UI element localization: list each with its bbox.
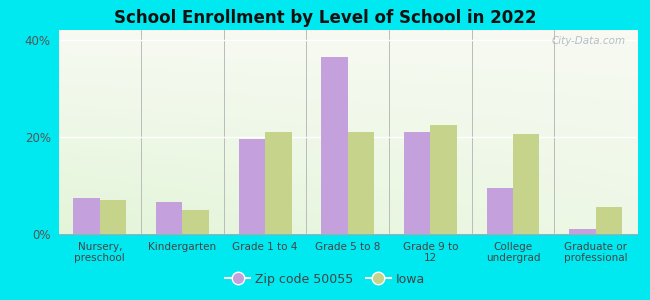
Text: School Enrollment by Level of School in 2022: School Enrollment by Level of School in … bbox=[114, 9, 536, 27]
Bar bbox=[569, 229, 595, 234]
Bar bbox=[100, 200, 126, 234]
Bar bbox=[404, 132, 430, 234]
Legend: Zip code 50055, Iowa: Zip code 50055, Iowa bbox=[220, 268, 430, 291]
Bar bbox=[156, 202, 183, 234]
Bar bbox=[239, 139, 265, 234]
Bar bbox=[73, 198, 100, 234]
Bar bbox=[430, 125, 457, 234]
Bar bbox=[487, 188, 513, 234]
Bar bbox=[265, 132, 292, 234]
Bar bbox=[595, 207, 622, 234]
Bar bbox=[348, 132, 374, 234]
Bar bbox=[513, 134, 540, 234]
Bar bbox=[183, 210, 209, 234]
Text: City-Data.com: City-Data.com bbox=[551, 36, 625, 46]
Bar bbox=[321, 57, 348, 234]
